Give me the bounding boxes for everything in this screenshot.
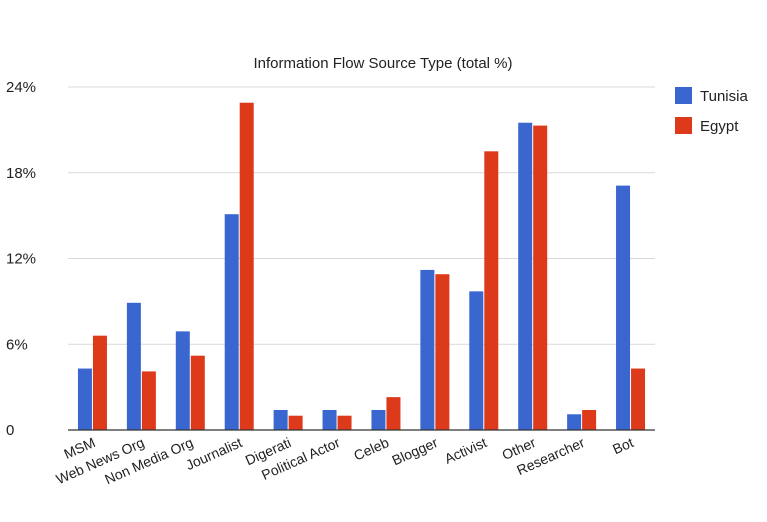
y-axis-ticks: 0 6% 12% 18% 24%	[6, 79, 36, 439]
bar-tunisia-journalist	[224, 214, 239, 430]
chart-title: Information Flow Source Type (total %)	[254, 55, 513, 72]
bar-tunisia-msm	[77, 368, 92, 430]
bar-tunisia-bot	[616, 185, 631, 430]
x-tick-label: Bot	[610, 434, 636, 457]
bar-egypt-bot	[631, 368, 646, 430]
legend-label-egypt: Egypt	[700, 118, 739, 135]
legend-label-tunisia: Tunisia	[700, 88, 748, 105]
bar-egypt-activist	[484, 151, 499, 430]
x-tick-label: Blogger	[389, 434, 440, 468]
y-tick-label: 12%	[6, 251, 36, 268]
bar-tunisia-other	[518, 122, 533, 431]
y-tick-label: 0	[6, 422, 14, 439]
y-tick-label: 24%	[6, 79, 36, 96]
bar-egypt-celeb	[386, 397, 401, 430]
bar-egypt-blogger	[435, 274, 450, 430]
bar-tunisia-digerati	[273, 409, 288, 430]
bar-egypt-digerati	[288, 415, 303, 430]
bar-egypt-other	[533, 125, 548, 431]
legend-swatch-egypt	[675, 117, 692, 134]
bar-tunisia-celeb	[371, 409, 386, 430]
bar-egypt-msm	[92, 335, 107, 430]
bars	[77, 102, 646, 431]
bar-tunisia-blogger	[420, 269, 435, 430]
legend-swatch-tunisia	[675, 87, 692, 104]
bar-egypt-political-actor	[337, 415, 352, 430]
bar-tunisia-non-media-org	[175, 331, 190, 430]
bar-egypt-web-news-org	[141, 371, 156, 430]
bar-tunisia-activist	[469, 291, 484, 430]
bar-egypt-researcher	[582, 409, 597, 430]
y-tick-label: 6%	[6, 336, 28, 353]
legend: Tunisia Egypt	[675, 87, 748, 135]
x-tick-label: Activist	[442, 434, 489, 467]
bar-egypt-non-media-org	[190, 355, 205, 430]
bar-egypt-journalist	[239, 102, 254, 431]
y-tick-label: 18%	[6, 165, 36, 182]
x-tick-label: Journalist	[183, 434, 244, 473]
x-tick-label: Celeb	[351, 434, 391, 464]
bar-tunisia-researcher	[567, 414, 582, 430]
bar-tunisia-political-actor	[322, 409, 337, 430]
gridlines	[68, 86, 655, 345]
bar-tunisia-web-news-org	[126, 302, 141, 430]
